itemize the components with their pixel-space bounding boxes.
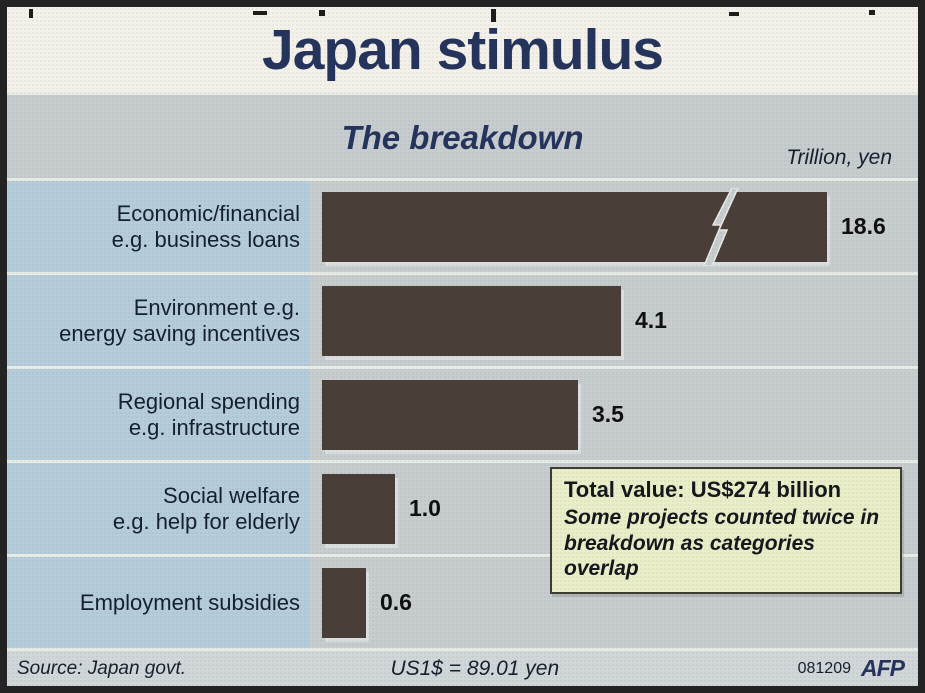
bar-area: 0.6 xyxy=(309,557,918,648)
chart-row: Economic/financial e.g. business loans 18.… xyxy=(7,178,918,272)
category-label: Social welfare e.g. help for elderly xyxy=(7,463,309,554)
category-label-line: Employment subsidies xyxy=(79,589,300,615)
chart-row: Regional spending e.g. infrastructure 3.5 xyxy=(7,366,918,460)
bar-value-label: 18.6 xyxy=(841,213,886,239)
bar-area: 3.5 xyxy=(309,369,918,460)
bar-area: 1.0 xyxy=(309,463,918,554)
header: Japan stimulus xyxy=(7,7,918,95)
scan-mark xyxy=(729,12,739,16)
scan-mark xyxy=(491,9,496,22)
afp-logo: AFP xyxy=(860,655,905,681)
chart-row: Environment e.g. energy saving incentives… xyxy=(7,272,918,366)
category-label-line: Economic/financial xyxy=(116,200,300,226)
category-label-line: Regional spending xyxy=(117,388,300,414)
category-label-line: energy saving incentives xyxy=(59,320,300,346)
exchange-rate-label: US1$ = 89.01 yen xyxy=(390,656,560,680)
bar-area: 4.1 xyxy=(309,275,918,366)
category-label-line: Environment e.g. xyxy=(133,294,300,320)
category-label: Employment subsidies xyxy=(7,557,309,648)
note-caption: Some projects counted twice in breakdown… xyxy=(564,506,880,581)
subtitle-row: The breakdown Trillion, yen xyxy=(7,95,918,178)
category-label-line: Social welfare xyxy=(163,482,300,508)
bar xyxy=(322,473,395,544)
category-label-line: e.g. infrastructure xyxy=(128,414,300,440)
bar xyxy=(322,379,578,450)
bar-value-label: 4.1 xyxy=(635,307,667,333)
bar xyxy=(322,567,366,638)
chart-rows: Economic/financial e.g. business loans 18.… xyxy=(7,178,918,648)
chart-row: Social welfare e.g. help for elderly 1.0 xyxy=(7,460,918,554)
footer: Source: Japan govt. US1$ = 89.01 yen 081… xyxy=(7,648,918,686)
scan-mark xyxy=(869,10,875,15)
scan-mark xyxy=(29,9,33,18)
bar-value-label: 1.0 xyxy=(409,495,441,521)
unit-label: Trillion, yen xyxy=(786,146,892,169)
bar-area: 18.6 xyxy=(309,181,918,272)
chart-row: Employment subsidies 0.6 xyxy=(7,554,918,648)
footer-stamp: 081209 AFP xyxy=(618,655,918,682)
scan-mark xyxy=(319,10,325,16)
source-label: Source: Japan govt. xyxy=(17,657,186,679)
note-box: Total value: US$274 billion Some project… xyxy=(550,467,902,594)
bar xyxy=(322,187,827,266)
bar-value-label: 0.6 xyxy=(380,589,412,615)
date-label: 081209 xyxy=(797,659,851,677)
chart-subtitle: The breakdown xyxy=(341,119,584,156)
category-label: Regional spending e.g. infrastructure xyxy=(7,369,309,460)
category-label-line: e.g. business loans xyxy=(111,226,300,252)
axis-break-icon xyxy=(703,187,739,266)
page-title: Japan stimulus xyxy=(262,17,664,82)
note-total-value: Total value: US$274 billion xyxy=(564,477,842,502)
scan-mark xyxy=(253,11,267,15)
bar xyxy=(322,285,621,356)
category-label: Economic/financial e.g. business loans xyxy=(7,181,309,272)
chart-area: The breakdown Trillion, yen Economic/fin… xyxy=(7,95,918,648)
bar-value-label: 3.5 xyxy=(592,401,624,427)
category-label-line: e.g. help for elderly xyxy=(112,508,300,534)
category-label: Environment e.g. energy saving incentives xyxy=(7,275,309,366)
